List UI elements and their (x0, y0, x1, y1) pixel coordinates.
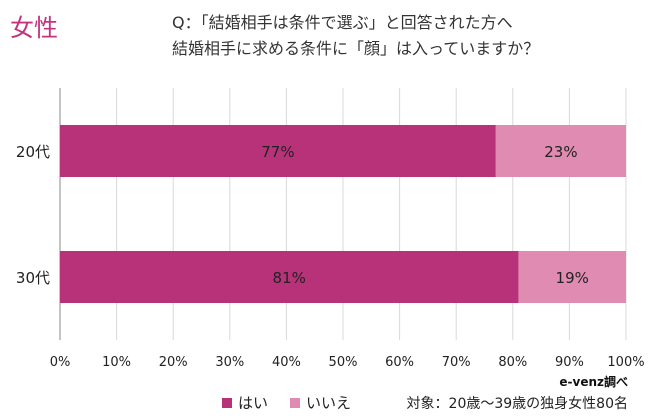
x-tick-label: 20% (159, 355, 188, 370)
legend-label-yes: はい (238, 394, 269, 412)
x-tick-label: 40% (272, 355, 301, 370)
x-tick-label: 10% (102, 355, 131, 370)
x-tick-label: 60% (385, 355, 414, 370)
survey-note: 対象：20歳〜39歳の独身女性80名 (406, 396, 628, 412)
gender-badge: 女性 (10, 14, 58, 42)
bar-segment (495, 125, 626, 177)
x-tick-label: 100% (607, 355, 644, 370)
legend-item-no: いいえ (290, 392, 351, 413)
x-tick-label: 80% (498, 355, 527, 370)
legend-swatch-no (290, 397, 301, 408)
question-line-2: 結婚相手に求める条件に「顔」は入っていますか？ (172, 39, 540, 58)
x-tick-label: 30% (215, 355, 244, 370)
x-tick-label: 0% (50, 355, 71, 370)
data-label: 23% (544, 143, 577, 161)
chart-legend: はい いいえ (222, 392, 373, 413)
x-tick-label: 70% (442, 355, 471, 370)
legend-item-yes: はい (222, 392, 268, 413)
data-label: 77% (261, 143, 294, 161)
data-label: 19% (556, 269, 589, 287)
bar-segment (60, 125, 496, 177)
question-line-1: Q：「結婚相手は条件で選ぶ」と回答された方へ (172, 13, 513, 32)
category-label: 30代 (16, 269, 50, 287)
bar-segment (60, 251, 519, 303)
data-label: 81% (273, 269, 306, 287)
x-tick-label: 90% (555, 355, 584, 370)
x-tick-label: 50% (329, 355, 358, 370)
category-label: 20代 (16, 143, 50, 161)
source-credit: e-venz調べ (559, 375, 628, 389)
legend-swatch-yes (222, 397, 232, 408)
bar-segment (518, 251, 626, 303)
question-text: Q：「結婚相手は条件で選ぶ」と回答された方へ 結婚相手に求める条件に「顔」は入っ… (172, 10, 539, 62)
legend-label-no: いいえ (306, 394, 352, 412)
